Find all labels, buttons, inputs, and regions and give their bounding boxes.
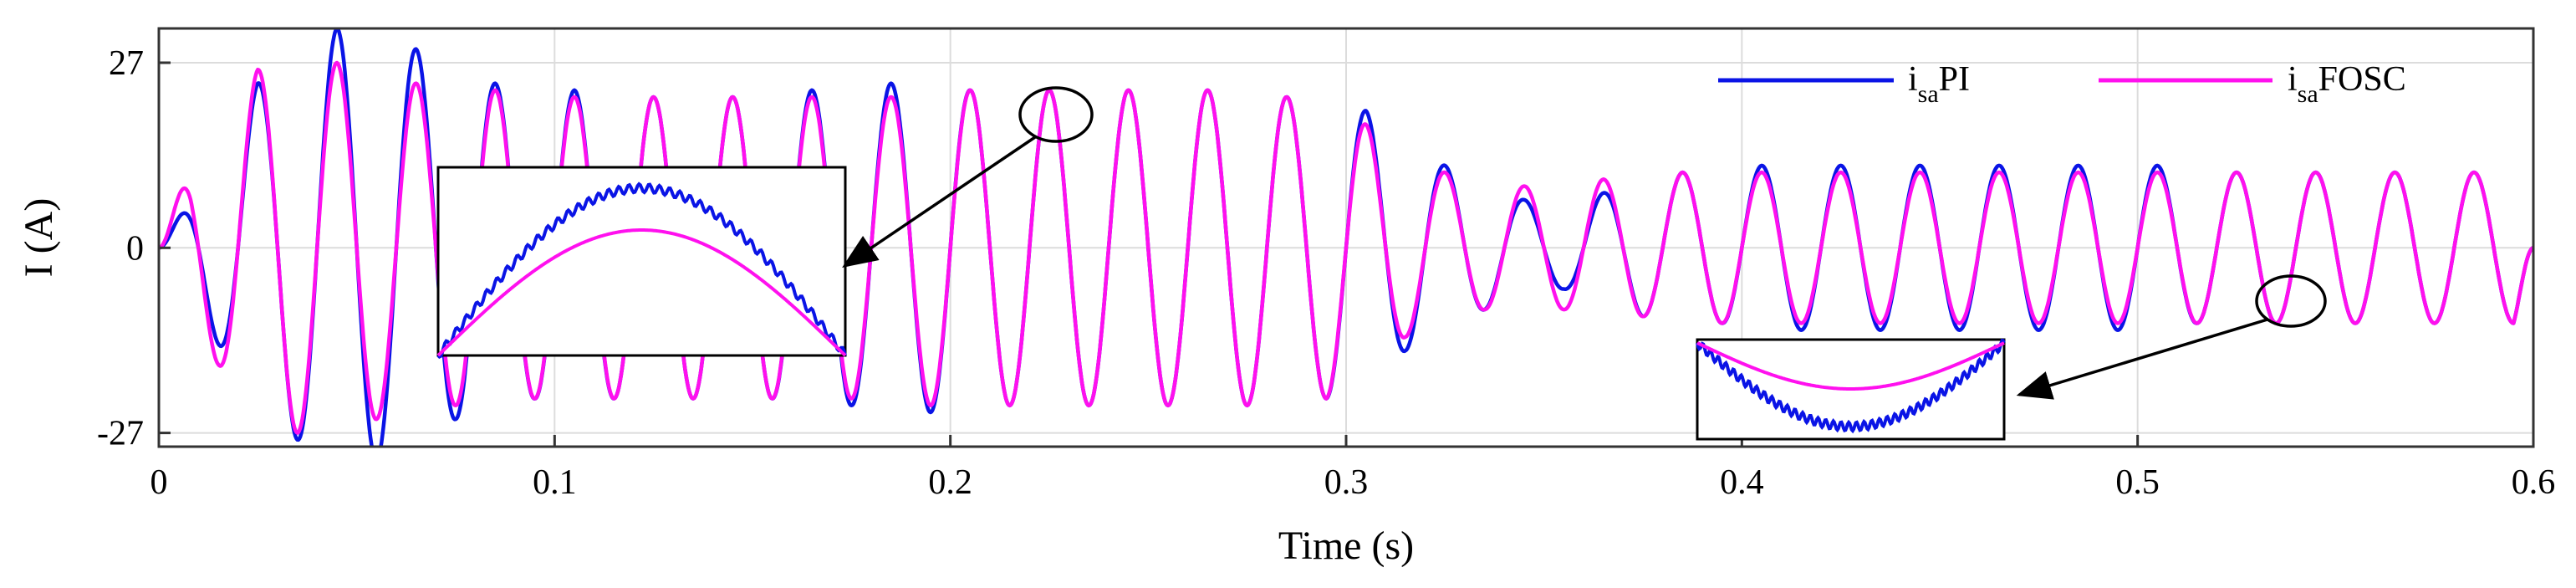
legend-label-fosc: isaFOSC (2288, 60, 2406, 108)
inset-fosc-trace (1696, 341, 2005, 391)
x-tick-label: 0.2 (928, 463, 972, 502)
zoom-arrow-left (842, 135, 1036, 268)
zoom-arrow-right (2016, 318, 2268, 400)
inset-fosc-trace (436, 228, 847, 357)
x-tick-label: 0 (150, 463, 168, 502)
zoom-inset-left (436, 166, 847, 360)
inset-pi-trace (436, 182, 847, 360)
x-tick-label: 0.5 (2115, 463, 2160, 502)
legend-label-pi: isaPI (1908, 60, 1970, 108)
x-tick-label: 0.3 (1324, 463, 1369, 502)
x-tick-label: 0.4 (1720, 463, 1764, 502)
zoom-circle-left (1018, 86, 1094, 143)
y-axis-title: I (A) (17, 198, 61, 278)
x-axis-title: Time (s) (1278, 524, 1414, 568)
zoom-circle-right (2255, 274, 2327, 328)
x-tick-label: 0.6 (2512, 463, 2556, 502)
y-tick-label: -27 (97, 415, 144, 453)
legend: isaPI isaFOSC (1718, 60, 2406, 108)
zoom-inset-right (1696, 338, 2006, 441)
inset-pi-trace (1696, 338, 2006, 434)
y-tick-label: 27 (109, 44, 144, 83)
x-tick-label: 0.1 (533, 463, 577, 502)
y-tick-label: 0 (126, 229, 144, 268)
